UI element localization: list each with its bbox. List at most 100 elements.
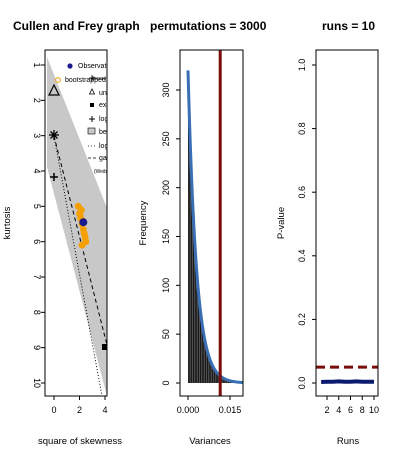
lognormal-line xyxy=(53,135,103,396)
histogram-bar xyxy=(224,378,225,383)
x-tick-label: 6 xyxy=(348,405,353,415)
histogram-bar xyxy=(217,373,218,383)
histogram-bar xyxy=(225,379,227,383)
uniform-marker xyxy=(48,83,60,96)
panel-c-title: runs = 10 xyxy=(322,19,375,33)
y-tick-label: 6 xyxy=(32,239,42,244)
legend-beta: beta xyxy=(99,129,113,136)
panel-a-legend: Observation bootstrapped values theoreti… xyxy=(55,63,144,175)
histogram-bar xyxy=(213,367,214,383)
y-tick-label: 150 xyxy=(161,229,171,244)
histogram-bar xyxy=(197,285,199,383)
gamma-line xyxy=(53,135,107,346)
histogram-bars xyxy=(188,73,243,384)
exponential-marker xyxy=(102,344,107,350)
x-tick-label: 4 xyxy=(336,405,341,415)
panel-c-ylabel: P-value xyxy=(276,207,287,239)
panel-a-xlabel: square of skewness xyxy=(38,436,122,447)
panel-a-x-axis: 0 2 4 xyxy=(51,396,108,415)
x-tick-label: 8 xyxy=(360,405,365,415)
histogram-bar xyxy=(206,346,207,383)
histogram-bar xyxy=(223,378,224,383)
y-tick-label: 50 xyxy=(161,329,171,339)
panel-c-plot-area xyxy=(316,365,378,385)
y-tick-label: 0 xyxy=(161,380,171,385)
x-tick-label: 4 xyxy=(102,405,107,415)
panel-permutations: permutations = 3000 0 50 100 150 200 250 300 0… xyxy=(138,19,267,447)
y-tick-label: 8 xyxy=(32,310,42,315)
y-tick-label: 0.8 xyxy=(297,122,307,135)
bootstrap-point xyxy=(80,229,88,237)
histogram-bar xyxy=(197,277,198,383)
histogram-bar xyxy=(201,318,202,383)
y-tick-label: 9 xyxy=(32,345,42,350)
histogram-bar xyxy=(203,332,204,383)
histogram-bar xyxy=(208,354,209,383)
panel-cullen-frey: Cullen and Frey graph Observation bootst… xyxy=(2,19,144,447)
y-tick-label: 250 xyxy=(161,131,171,146)
y-tick-label: 1.0 xyxy=(297,59,307,72)
histogram-bar xyxy=(205,343,207,383)
x-tick-label: 0 xyxy=(51,405,56,415)
legend-theoretical: theoretical distributions xyxy=(92,76,144,82)
histogram-bar xyxy=(215,370,216,383)
histogram-bar xyxy=(213,368,215,383)
pvalue-line xyxy=(321,379,374,385)
histogram-bar xyxy=(225,379,226,383)
histogram-bar xyxy=(195,258,197,383)
histogram-bar xyxy=(190,160,192,383)
panel-a-y-axis: 1 2 3 4 5 6 7 8 9 10 xyxy=(32,62,45,388)
y-tick-label: 0.2 xyxy=(297,313,307,326)
x-tick-label: 0.000 xyxy=(177,405,200,415)
histogram-bar xyxy=(202,323,203,383)
histogram-bar xyxy=(198,293,200,383)
histogram-bar xyxy=(194,235,195,383)
histogram-bar xyxy=(204,340,206,383)
x-tick-label: 2 xyxy=(324,405,329,415)
histogram-bar xyxy=(214,369,216,383)
x-tick-label: 2 xyxy=(77,405,82,415)
panel-c-xlabel: Runs xyxy=(337,436,359,447)
panel-c-frame xyxy=(315,49,379,397)
histogram-bar xyxy=(209,356,210,383)
y-tick-label: 0.6 xyxy=(297,186,307,199)
legend-lognormal: lognormal xyxy=(99,143,130,150)
histogram-bar xyxy=(222,377,223,383)
x-tick-label: 0.015 xyxy=(219,405,242,415)
legend-uniform: uniform xyxy=(99,90,123,97)
y-tick-label: 7 xyxy=(32,274,42,279)
y-tick-label: 100 xyxy=(161,278,171,293)
histogram-bar xyxy=(192,209,194,383)
y-tick-label: 1 xyxy=(32,62,42,67)
panel-b-ylabel: Frequency xyxy=(138,200,149,245)
histogram-bar xyxy=(216,372,218,383)
legend-bootstrap: bootstrapped values xyxy=(65,77,129,84)
histogram-bar xyxy=(191,178,193,383)
bootstrap-points xyxy=(74,202,90,249)
panel-runs: runs = 10 0.0 0.2 0.4 0.6 0.8 1.0 2 4 6 8 10 P-va… xyxy=(276,19,379,447)
y-tick-label: 0.0 xyxy=(297,377,307,390)
histogram-bar xyxy=(206,349,208,383)
panel-a-frame xyxy=(44,49,108,397)
histogram-bar xyxy=(221,377,223,383)
histogram-bar xyxy=(192,194,193,383)
y-tick-label: 0.4 xyxy=(297,250,307,263)
panel-b-y-axis: 0 50 100 150 200 250 300 xyxy=(161,82,180,386)
bootstrap-point xyxy=(76,211,84,219)
histogram-bar xyxy=(210,360,211,383)
bootstrap-point xyxy=(78,206,85,214)
histogram-bar xyxy=(189,120,190,384)
histogram-bar xyxy=(223,378,225,383)
panel-b-frame xyxy=(179,49,244,397)
legend-exponential: exponential xyxy=(99,102,135,109)
histogram-bar xyxy=(200,312,202,383)
histogram-bar xyxy=(188,98,190,384)
histogram-bar xyxy=(199,306,201,383)
y-tick-label: 300 xyxy=(161,82,171,97)
normal-marker xyxy=(49,130,59,140)
panel-c-x-axis: 2 4 6 8 10 xyxy=(324,396,379,415)
panel-a-title: Cullen and Frey graph xyxy=(13,19,140,33)
histogram-bar xyxy=(216,371,217,383)
histogram-bar xyxy=(207,352,209,383)
histogram-bar xyxy=(199,300,200,383)
